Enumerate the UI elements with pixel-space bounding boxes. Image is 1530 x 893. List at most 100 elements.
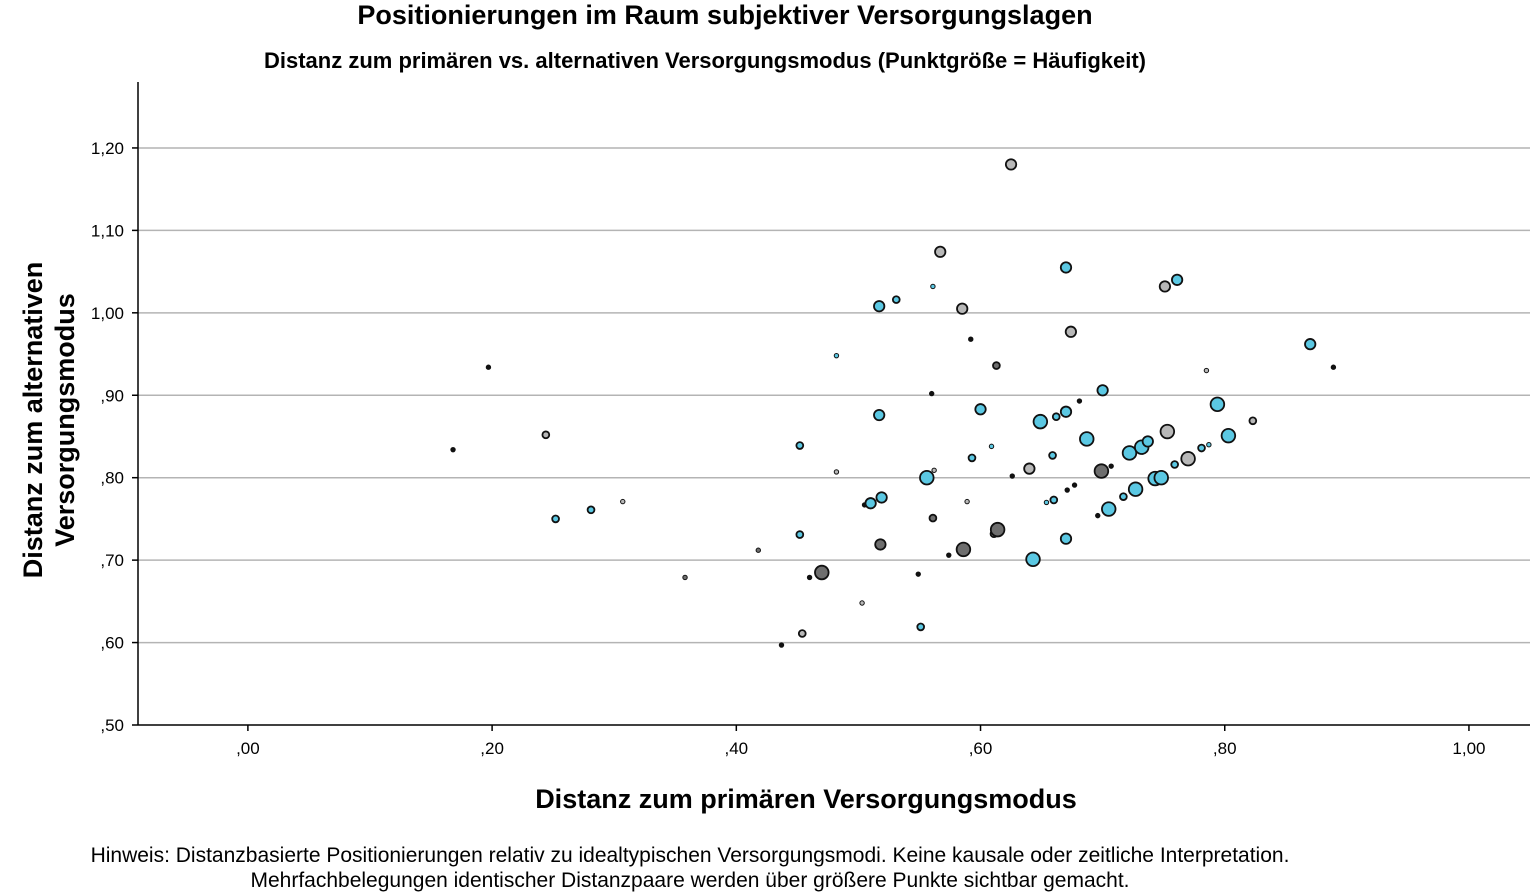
data-point	[682, 574, 688, 581]
data-point	[1170, 460, 1179, 469]
data-point	[992, 361, 1001, 370]
x-tick-label: ,80	[1213, 739, 1237, 758]
y-axis-ticks: ,50 ,60 ,70 ,80 ,90 1,00 1,10 1,20	[91, 139, 138, 735]
data-point	[968, 336, 974, 342]
data-point	[1023, 462, 1036, 475]
data-point	[541, 430, 551, 440]
data-point	[1059, 405, 1073, 418]
data-point	[1059, 532, 1073, 545]
data-point	[989, 521, 1006, 538]
data-point	[859, 600, 865, 606]
data-point	[864, 497, 877, 510]
data-point	[1064, 487, 1070, 493]
data-point	[1049, 495, 1059, 505]
x-tick-label: ,40	[724, 739, 748, 758]
data-point	[946, 552, 952, 558]
data-point	[1158, 280, 1172, 293]
data-point	[620, 498, 626, 505]
data-point	[797, 629, 807, 638]
data-point	[1059, 261, 1073, 274]
data-point	[916, 622, 925, 632]
data-point	[955, 541, 972, 558]
data-point	[1051, 412, 1061, 421]
x-tick-label: 1,00	[1452, 739, 1485, 758]
y-tick-label: ,70	[100, 551, 124, 570]
data-point	[1071, 482, 1078, 488]
data-point	[874, 538, 887, 551]
data-point	[1197, 443, 1206, 453]
footnote: Hinweis: Distanzbasierte Positionierunge…	[0, 843, 1380, 893]
footnote-line-2: Mehrfachbelegungen identischer Distanzpa…	[250, 869, 1130, 892]
data-point	[873, 408, 886, 422]
x-tick-label: ,60	[969, 739, 993, 758]
y-axis-title-line-2: Versorgungsmodus	[50, 293, 80, 547]
data-point	[814, 564, 830, 581]
data-point	[964, 498, 970, 505]
y-axis-title-line-1: Distanz zum alternativen	[18, 262, 48, 579]
data-point	[1119, 492, 1128, 501]
data-point	[1095, 512, 1101, 519]
data-point	[551, 514, 560, 524]
data-point	[806, 574, 813, 581]
data-point	[450, 446, 456, 453]
data-point	[1141, 435, 1154, 448]
data-point	[974, 403, 987, 416]
x-tick-label: ,00	[236, 739, 260, 758]
data-point	[875, 491, 888, 504]
data-point	[928, 390, 935, 397]
data-point	[915, 571, 921, 577]
data-point	[1076, 398, 1083, 404]
y-axis-title: Distanz zum alternativenVersorgungsmodus	[18, 262, 80, 579]
data-point	[1093, 463, 1110, 479]
data-point	[1220, 427, 1237, 444]
y-tick-label: ,50	[100, 716, 124, 735]
data-point	[1248, 416, 1258, 426]
data-point	[1153, 469, 1169, 486]
data-point	[1048, 451, 1057, 460]
x-tick-label: ,20	[480, 739, 504, 758]
data-point	[586, 505, 596, 515]
data-point	[1209, 396, 1226, 413]
data-point	[1304, 338, 1317, 351]
y-tick-label: 1,00	[91, 304, 124, 323]
data-point	[1064, 325, 1077, 338]
data-point	[1079, 431, 1095, 447]
y-tick-label: ,80	[100, 469, 124, 488]
data-point	[930, 283, 936, 290]
data-point	[795, 530, 805, 539]
data-point	[967, 453, 977, 463]
data-point	[1180, 451, 1196, 467]
data-point	[1206, 442, 1212, 448]
chart-subtitle: Distanz zum primären vs. alternativen Ve…	[263, 48, 1147, 73]
data-point	[1203, 367, 1210, 374]
data-point	[485, 364, 492, 370]
data-point	[1101, 501, 1117, 517]
data-point	[833, 469, 840, 475]
chart-title: Positionierungen im Raum subjektiver Ver…	[357, 0, 1093, 30]
data-point	[833, 352, 840, 359]
data-point	[1127, 481, 1144, 497]
y-tick-label: 1,20	[91, 139, 124, 158]
data-points	[450, 158, 1337, 648]
data-point	[928, 513, 938, 523]
y-tick-label: ,90	[100, 386, 124, 405]
data-point	[795, 441, 805, 450]
data-point	[1043, 499, 1050, 506]
data-point	[1330, 364, 1337, 370]
data-point	[891, 295, 901, 304]
data-point	[1159, 423, 1176, 440]
x-axis-ticks: ,00 ,20 ,40 ,60 ,80 1,00	[236, 725, 1485, 758]
data-point	[1025, 551, 1041, 568]
data-point	[1032, 413, 1049, 430]
data-point	[1004, 158, 1018, 171]
data-point	[778, 642, 785, 648]
y-tick-label: ,60	[100, 634, 124, 653]
data-point	[755, 547, 761, 553]
gridlines	[138, 147, 1530, 644]
data-point	[931, 467, 937, 473]
data-point	[919, 469, 935, 486]
data-point	[1096, 384, 1109, 397]
data-point	[873, 300, 886, 313]
data-point	[1171, 273, 1184, 286]
